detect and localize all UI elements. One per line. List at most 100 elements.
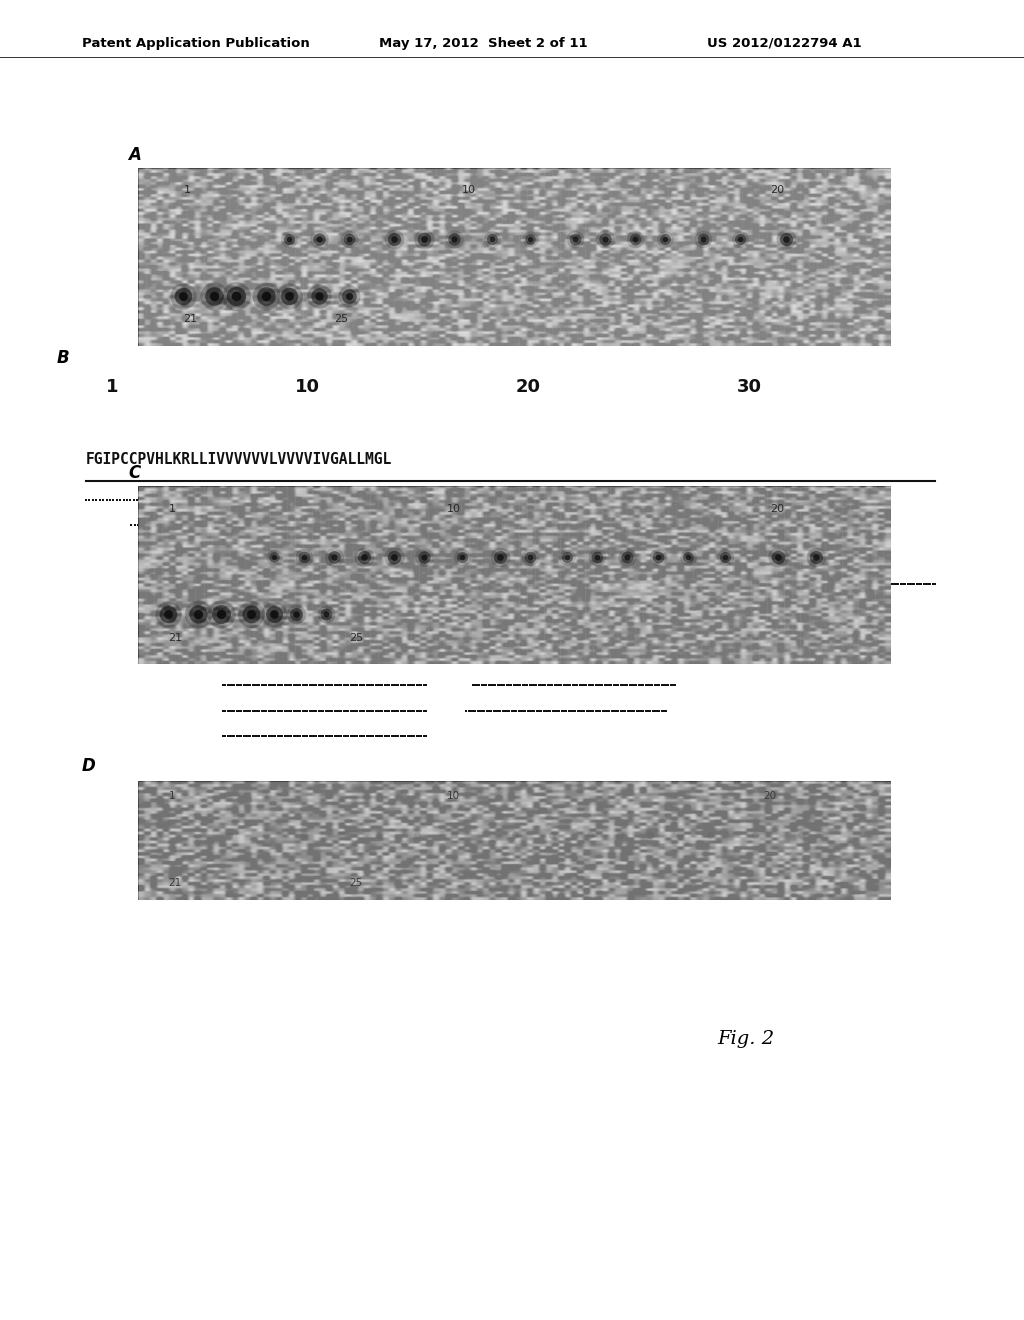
Point (379, 700, 395, 721)
Text: 1: 1 (105, 379, 119, 396)
Point (407, 624, 423, 645)
Point (205, 513, 221, 535)
Point (413, 700, 429, 721)
Point (626, 700, 642, 721)
Point (278, 539, 294, 560)
Point (221, 599, 238, 620)
Point (538, 574, 554, 595)
Point (243, 603, 259, 624)
Point (694, 228, 711, 249)
Point (281, 624, 297, 645)
Point (205, 285, 222, 306)
Point (657, 228, 674, 249)
Point (305, 599, 322, 620)
Point (153, 490, 169, 511)
Point (196, 539, 212, 560)
Point (553, 624, 569, 645)
Point (521, 700, 538, 721)
Point (310, 700, 327, 721)
Point (346, 574, 362, 595)
Point (581, 649, 597, 671)
Point (370, 700, 386, 721)
Point (356, 675, 373, 696)
Point (499, 599, 515, 620)
Point (858, 574, 874, 595)
Point (606, 700, 623, 721)
Point (306, 649, 323, 671)
Point (98, 490, 115, 511)
Point (315, 675, 332, 696)
Point (869, 574, 886, 595)
Point (345, 700, 361, 721)
Point (221, 490, 238, 511)
Point (508, 675, 524, 696)
Point (413, 675, 429, 696)
Point (547, 675, 563, 696)
Point (185, 539, 202, 560)
Point (220, 824, 237, 846)
Point (583, 599, 599, 620)
Point (772, 574, 788, 595)
Point (545, 599, 561, 620)
Point (233, 624, 250, 645)
Point (530, 574, 547, 595)
Point (667, 574, 683, 595)
Point (535, 574, 551, 595)
Point (202, 539, 218, 560)
Point (276, 513, 293, 535)
Point (366, 700, 382, 721)
Point (412, 574, 428, 595)
Point (793, 574, 809, 595)
Point (386, 624, 402, 645)
Point (877, 574, 893, 595)
Point (212, 539, 228, 560)
Point (530, 599, 547, 620)
Point (454, 546, 470, 568)
Point (521, 546, 538, 568)
Point (78, 490, 94, 511)
Point (240, 675, 256, 696)
Point (508, 649, 524, 671)
Point (288, 603, 304, 624)
Point (199, 539, 215, 560)
Point (279, 675, 295, 696)
Point (397, 726, 414, 747)
Point (301, 539, 317, 560)
Point (315, 726, 332, 747)
Point (610, 624, 627, 645)
Point (146, 490, 163, 511)
Point (337, 599, 353, 620)
Point (749, 574, 765, 595)
Point (470, 649, 486, 671)
Point (666, 599, 682, 620)
Point (610, 675, 627, 696)
Point (451, 599, 467, 620)
Point (288, 726, 304, 747)
Point (469, 675, 485, 696)
Point (399, 649, 416, 671)
Point (379, 726, 395, 747)
Point (787, 574, 804, 595)
Point (416, 624, 432, 645)
Point (243, 603, 259, 624)
Point (187, 513, 204, 535)
Point (205, 285, 222, 306)
Point (303, 599, 319, 620)
Point (245, 675, 261, 696)
Point (383, 574, 399, 595)
Point (214, 490, 230, 511)
Point (469, 700, 485, 721)
Point (489, 624, 506, 645)
Point (627, 228, 643, 249)
Point (285, 574, 301, 595)
Point (376, 599, 392, 620)
Point (340, 700, 356, 721)
Point (499, 624, 515, 645)
Point (760, 574, 776, 595)
Point (256, 675, 272, 696)
Point (260, 574, 276, 595)
Point (566, 574, 583, 595)
Point (679, 599, 695, 620)
Point (202, 513, 218, 535)
Point (732, 228, 749, 249)
